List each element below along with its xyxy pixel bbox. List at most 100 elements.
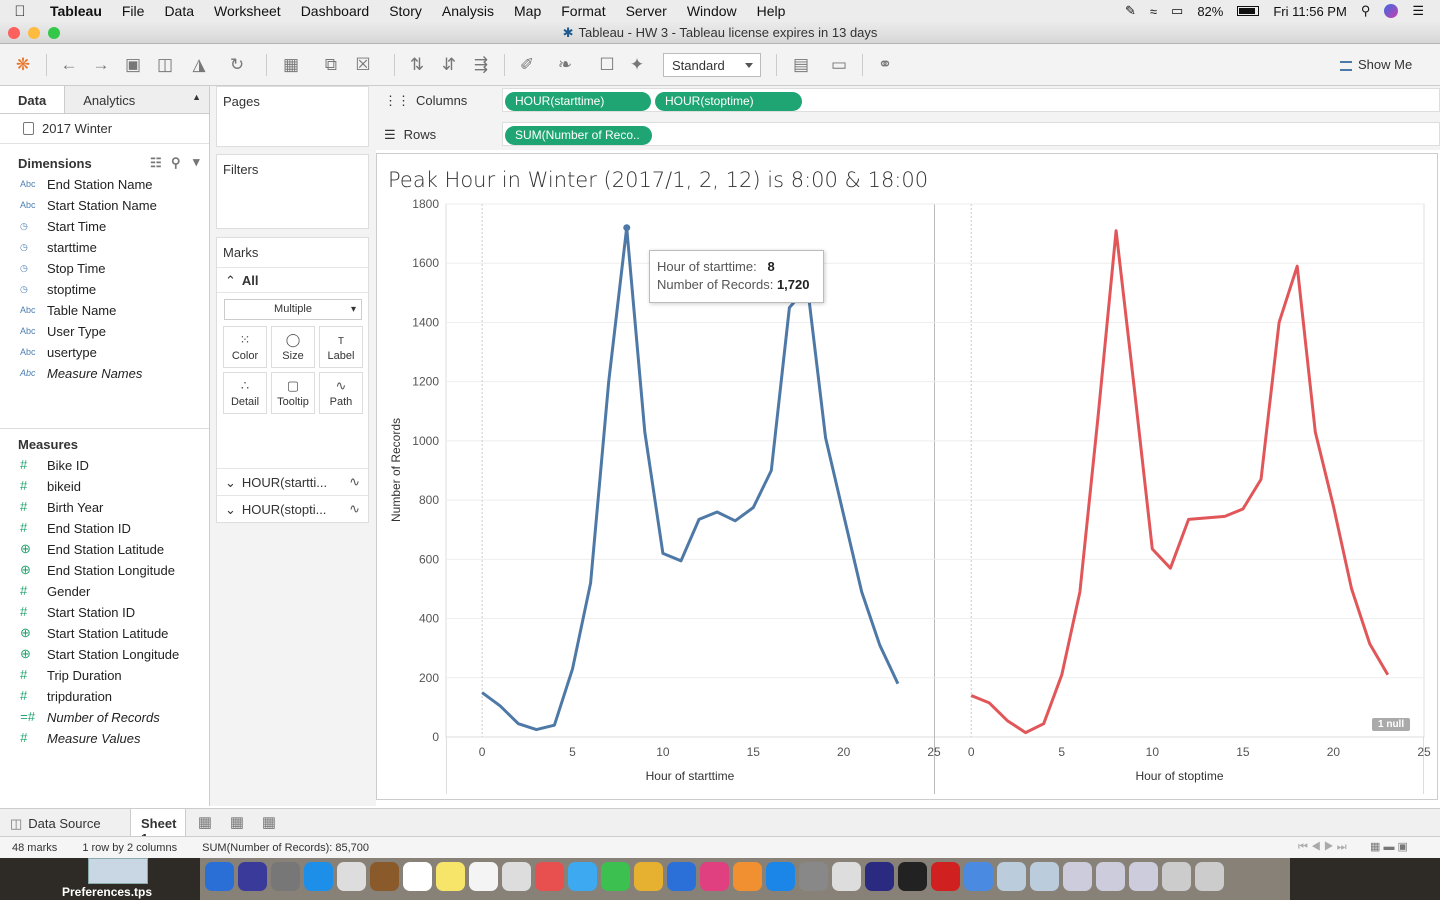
clear-sheet-icon[interactable]: ☒: [355, 55, 371, 74]
size-button[interactable]: ◯ Size: [271, 326, 315, 368]
sort-ascending-icon[interactable]: ⇵: [441, 55, 457, 74]
tableau-logo-icon[interactable]: ❋: [15, 55, 31, 74]
marks-all-row[interactable]: ⌃ All: [217, 267, 368, 293]
new-worksheet-icon[interactable]: ▦: [197, 814, 213, 831]
row-pill-records[interactable]: SUM(Number of Reco..: [505, 126, 652, 145]
tab-data-source[interactable]: ◫ Data Source: [0, 809, 128, 837]
filters-card[interactable]: Filters: [216, 154, 369, 229]
dock-app-icon[interactable]: [568, 862, 597, 891]
dimension-field[interactable]: ◷ stoptime: [0, 279, 209, 300]
menu-app[interactable]: Tableau: [50, 3, 102, 19]
dock-app-icon[interactable]: [1129, 862, 1158, 891]
refresh-icon[interactable]: ↻: [229, 55, 245, 74]
column-pill-starttime[interactable]: HOUR(starttime): [505, 92, 651, 111]
tooltip-button[interactable]: ▢ Tooltip: [271, 372, 315, 414]
close-window-button[interactable]: [8, 27, 20, 39]
measure-field[interactable]: ⊕ End Station Latitude: [0, 539, 209, 560]
fit-dropdown[interactable]: Standard: [663, 53, 761, 77]
columns-drop-zone[interactable]: HOUR(starttime) HOUR(stoptime): [502, 88, 1440, 112]
battery-icon[interactable]: [1237, 6, 1260, 16]
show-cards-icon[interactable]: ▤: [792, 55, 810, 74]
dimension-field[interactable]: ◷ Stop Time: [0, 258, 209, 279]
swap-rows-columns-icon[interactable]: ⇅: [409, 55, 425, 74]
pause-updates-icon[interactable]: ◮: [192, 55, 206, 74]
chevron-down-icon[interactable]: ▾: [193, 154, 200, 169]
dock-app-icon[interactable]: [469, 862, 498, 891]
dock-app-icon[interactable]: [799, 862, 828, 891]
view-toggle-icons[interactable]: ▦ ▬ ▣: [1370, 841, 1408, 853]
dock-app-icon[interactable]: [1063, 862, 1092, 891]
search-icon[interactable]: ⚲: [171, 155, 181, 170]
rows-drop-zone[interactable]: SUM(Number of Reco..: [502, 122, 1440, 146]
dimension-field[interactable]: ◷ Start Time: [0, 216, 209, 237]
dimension-field[interactable]: Abc usertype: [0, 342, 209, 363]
measure-field[interactable]: # Trip Duration: [0, 665, 209, 686]
color-button[interactable]: ⁙ Color: [223, 326, 267, 368]
desktop-file-icon[interactable]: [88, 858, 148, 884]
sort-descending-icon[interactable]: ⇶: [473, 55, 489, 74]
pages-card[interactable]: Pages: [216, 86, 369, 147]
tab-analytics[interactable]: Analytics ▲: [64, 86, 209, 113]
presentation-mode-icon[interactable]: ▭: [830, 55, 848, 74]
zoom-window-button[interactable]: [48, 27, 60, 39]
measure-field[interactable]: ⊕ Start Station Longitude: [0, 644, 209, 665]
dimension-field[interactable]: ◷ starttime: [0, 237, 209, 258]
wifi-icon[interactable]: ≈: [1149, 3, 1158, 19]
measure-field[interactable]: # Bike ID: [0, 455, 209, 476]
label-button[interactable]: ᴛ Label: [319, 326, 363, 368]
dimension-field[interactable]: Abc Table Name: [0, 300, 209, 321]
apple-icon[interactable]: : [0, 3, 40, 20]
battery-percent[interactable]: 82%: [1197, 3, 1224, 19]
series-line-0[interactable]: [481, 226, 900, 732]
dock-app-icon[interactable]: [370, 862, 399, 891]
menu-worksheet[interactable]: Worksheet: [214, 3, 281, 19]
redo-icon[interactable]: →: [92, 55, 110, 74]
airplay-icon[interactable]: ▭: [1171, 3, 1184, 18]
dock-app-icon[interactable]: [535, 862, 564, 891]
tab-data[interactable]: Data: [0, 86, 65, 113]
dock-app-icon[interactable]: [271, 862, 300, 891]
notification-center-icon[interactable]: ☰: [1412, 3, 1424, 18]
menu-story[interactable]: Story: [389, 3, 422, 19]
minimize-window-button[interactable]: [28, 27, 40, 39]
new-datasource-icon[interactable]: ◫: [156, 55, 174, 74]
dock-app-icon[interactable]: [700, 862, 729, 891]
siri-icon[interactable]: [1384, 4, 1399, 18]
dimension-field[interactable]: Abc User Type: [0, 321, 209, 342]
duplicate-sheet-icon[interactable]: ⧉: [324, 55, 338, 74]
dock-app-icon[interactable]: [205, 862, 234, 891]
dock-app-icon[interactable]: [964, 862, 993, 891]
dock-app-icon[interactable]: [832, 862, 861, 891]
dimension-field[interactable]: Abc Start Station Name: [0, 195, 209, 216]
mark-type-dropdown[interactable]: Multiple ▾: [224, 299, 362, 320]
measure-field[interactable]: =# Number of Records: [0, 707, 209, 728]
dock-app-icon[interactable]: [403, 862, 432, 891]
dock-app-icon[interactable]: [667, 862, 696, 891]
menu-analysis[interactable]: Analysis: [441, 3, 495, 19]
spotlight-search-icon[interactable]: ⚲: [1360, 3, 1371, 18]
detail-button[interactable]: ∴ Detail: [223, 372, 267, 414]
dock-app-icon[interactable]: [304, 862, 333, 891]
dock-app-icon[interactable]: [436, 862, 465, 891]
dimension-field[interactable]: Abc End Station Name: [0, 174, 209, 195]
measure-field[interactable]: # tripduration: [0, 686, 209, 707]
dock-app-icon[interactable]: [898, 862, 927, 891]
menu-data[interactable]: Data: [164, 3, 195, 19]
evernote-icon[interactable]: ✎: [1124, 3, 1136, 18]
dimension-field[interactable]: Abc Measure Names: [0, 363, 209, 384]
menu-map[interactable]: Map: [514, 3, 542, 19]
undo-icon[interactable]: ←: [60, 55, 78, 74]
marks-row-stoptime[interactable]: ⌄ HOUR(stopti... ∿: [217, 495, 368, 522]
desktop-file-label[interactable]: Preferences.tps: [62, 885, 153, 899]
menu-server[interactable]: Server: [625, 3, 667, 19]
menu-format[interactable]: Format: [561, 3, 606, 19]
dock-app-icon[interactable]: [601, 862, 630, 891]
dock-app-icon[interactable]: [733, 862, 762, 891]
dock-app-icon[interactable]: [337, 862, 366, 891]
clock[interactable]: Fri 11:56 PM: [1273, 3, 1347, 19]
dock-app-icon[interactable]: [1096, 862, 1125, 891]
column-pill-stoptime[interactable]: HOUR(stoptime): [655, 92, 802, 111]
dock-app-icon[interactable]: [931, 862, 960, 891]
measure-field[interactable]: ⊕ End Station Longitude: [0, 560, 209, 581]
dock-app-icon[interactable]: [1195, 862, 1224, 891]
